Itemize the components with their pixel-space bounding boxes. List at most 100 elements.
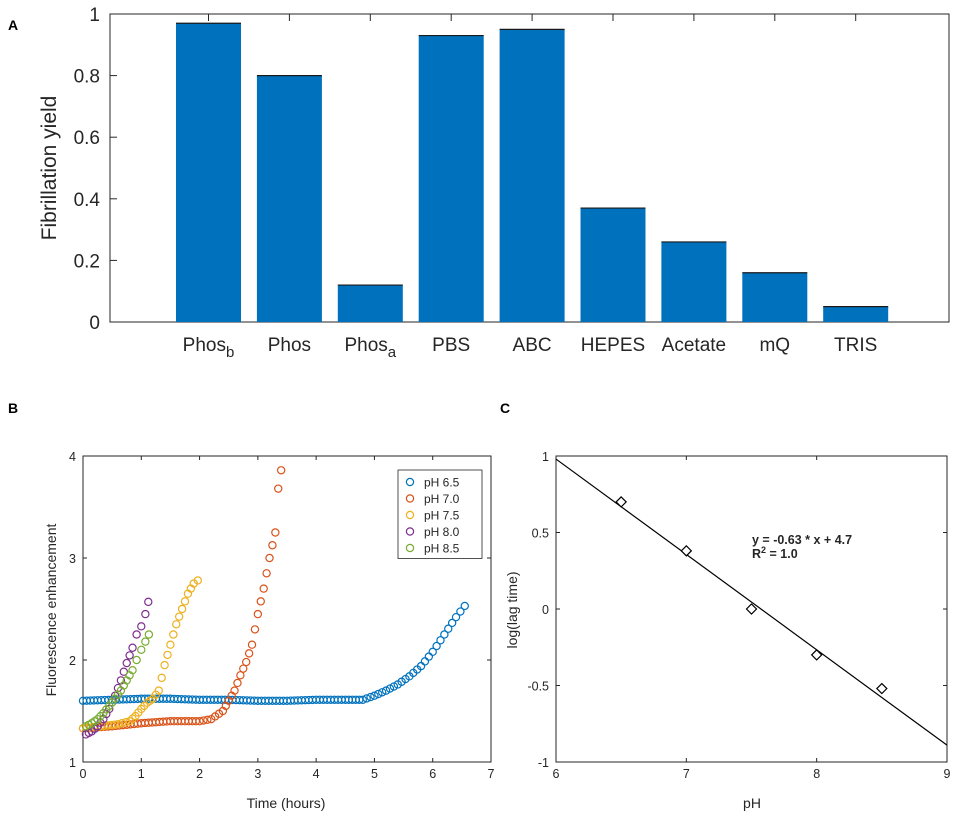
- diamond-data-point: [680, 545, 693, 557]
- data-point-ph-6.5: [428, 647, 437, 657]
- panel-c-y-tick-label: -1: [538, 756, 549, 770]
- data-point-ph-7.0: [233, 678, 242, 688]
- data-point-ph-8.5: [141, 637, 150, 646]
- data-point-ph-6.5: [436, 636, 445, 645]
- data-point-ph-7.0: [199, 716, 208, 725]
- data-point-ph-7.0: [244, 649, 254, 658]
- legend-label: pH 7.5: [424, 509, 460, 523]
- data-point-ph-7.5: [172, 620, 181, 629]
- fit-line: [555, 458, 948, 746]
- data-point-ph-7.5: [166, 640, 175, 649]
- data-point-ph-8.0: [119, 667, 129, 676]
- data-point-ph-8.5: [137, 645, 146, 655]
- x-label-main: PBS: [432, 335, 470, 356]
- panel-a-y-tick-label: 0.2: [74, 251, 100, 272]
- bar-phos-a: [337, 285, 403, 322]
- panel-b-axes-box: [82, 455, 492, 763]
- panel-b-x-tick-label: 1: [138, 767, 145, 781]
- data-point-ph-6.5: [444, 624, 453, 633]
- data-point-ph-6.5: [378, 688, 387, 697]
- panel-a-y-tick-label: 0.4: [74, 190, 101, 211]
- panel-a-x-tick-label: Phosb: [183, 335, 235, 361]
- data-point-ph-7.0: [195, 717, 204, 726]
- panel-letter-b: B: [8, 400, 18, 416]
- panel-b-x-tick-label: 3: [254, 767, 261, 781]
- data-point-ph-7.5: [157, 673, 166, 683]
- bar-phos: [256, 75, 322, 322]
- panel-c-x-axis-label: pH: [743, 795, 761, 811]
- panel-a-y-tick-label: 0.8: [74, 67, 100, 88]
- panel-a-x-tick-label: Phosa: [344, 335, 396, 361]
- panel-a-y-axis-label: Fibrillation yield: [38, 96, 61, 241]
- diamond-data-point: [745, 603, 758, 615]
- panel-a-y-tick-label: 0: [89, 313, 100, 334]
- data-point-ph-6.5: [366, 692, 375, 702]
- panel-c-y-tick-label: 1: [542, 450, 549, 464]
- panel-a-x-tick-label: ABC: [513, 335, 552, 356]
- panel-b-x-tick-label: 6: [429, 767, 436, 781]
- legend-marker: [405, 527, 415, 536]
- panel-letter-c: C: [500, 400, 510, 416]
- data-point-ph-7.0: [265, 553, 274, 563]
- panel-c-regression-chart: 6 7 8 9 -1 -0.5 0 0.5 1 pH log(lag time) y = -0.…: [504, 450, 951, 811]
- data-point-ph-8.0: [122, 658, 131, 668]
- panel-b-y-tick-label: 3: [69, 552, 76, 566]
- data-point-ph-6.5: [362, 694, 371, 703]
- data-point-ph-7.0: [239, 664, 248, 673]
- data-point-ph-8.0: [144, 597, 153, 607]
- data-point-ph-6.5: [358, 695, 367, 704]
- data-point-ph-7.0: [259, 584, 268, 593]
- x-label-main: mQ: [759, 335, 790, 356]
- legend-label: pH 6.5: [424, 476, 460, 490]
- legend-label: pH 7.0: [424, 492, 460, 506]
- data-point-ph-7.5: [117, 719, 127, 728]
- diamond-data-point: [615, 496, 628, 508]
- diamond-data-point: [875, 682, 888, 695]
- bar-mq: [742, 272, 808, 322]
- data-point-ph-7.0: [203, 715, 212, 725]
- data-point-ph-6.5: [432, 641, 441, 651]
- data-point-ph-6.5: [374, 689, 383, 699]
- panel-c-y-tick-label: 0.5: [532, 527, 549, 541]
- x-label-main: Phos: [268, 335, 311, 356]
- panel-b-y-tick-label: 1: [69, 756, 76, 770]
- panel-a-x-tick-label: mQ: [759, 335, 790, 356]
- panel-a-x-tick-label: TRIS: [834, 335, 877, 356]
- data-point-ph-8.5: [128, 666, 137, 675]
- data-point-ph-8.0: [132, 630, 141, 639]
- data-point-ph-7.0: [256, 597, 265, 606]
- x-label-main: ABC: [513, 335, 552, 356]
- data-point-ph-7.5: [174, 612, 184, 621]
- data-point-ph-7.5: [113, 720, 123, 729]
- data-point-ph-6.5: [440, 630, 449, 639]
- data-point-ph-6.5: [456, 607, 465, 616]
- panel-c-fit-equation: y = -0.63 * x + 4.7: [752, 533, 852, 547]
- panel-a-x-tick-label: Acetate: [662, 335, 726, 356]
- data-point-ph-7.0: [271, 528, 280, 537]
- panel-a-x-tick-label: Phos: [268, 335, 311, 356]
- data-point-ph-7.0: [250, 625, 260, 634]
- panel-c-y-axis-label: log(lag time): [504, 571, 520, 648]
- data-point-ph-8.0: [125, 651, 134, 660]
- legend-marker: [405, 543, 415, 553]
- panel-c-x-tick-label: 6: [553, 767, 560, 781]
- panel-b-y-axis-label: Fluorescence enhancement: [43, 524, 59, 697]
- data-point-ph-7.0: [268, 541, 277, 550]
- data-point-ph-6.5: [370, 691, 379, 700]
- x-label-subscript: b: [226, 344, 234, 361]
- data-point-ph-7.0: [247, 640, 257, 649]
- data-point-ph-7.5: [121, 718, 130, 727]
- x-label-main: HEPES: [581, 335, 645, 356]
- data-point-ph-7.5: [163, 650, 172, 660]
- data-point-ph-6.5: [420, 657, 430, 666]
- bar-phos-b: [176, 23, 241, 323]
- data-point-ph-7.0: [274, 484, 283, 493]
- x-label-main: Phos: [344, 335, 387, 356]
- legend-label: pH 8.5: [424, 542, 460, 556]
- panel-letter-a: A: [8, 17, 18, 33]
- data-point-ph-8.0: [105, 704, 114, 714]
- legend-marker: [405, 494, 415, 503]
- panel-b-x-tick-label: 4: [313, 767, 320, 781]
